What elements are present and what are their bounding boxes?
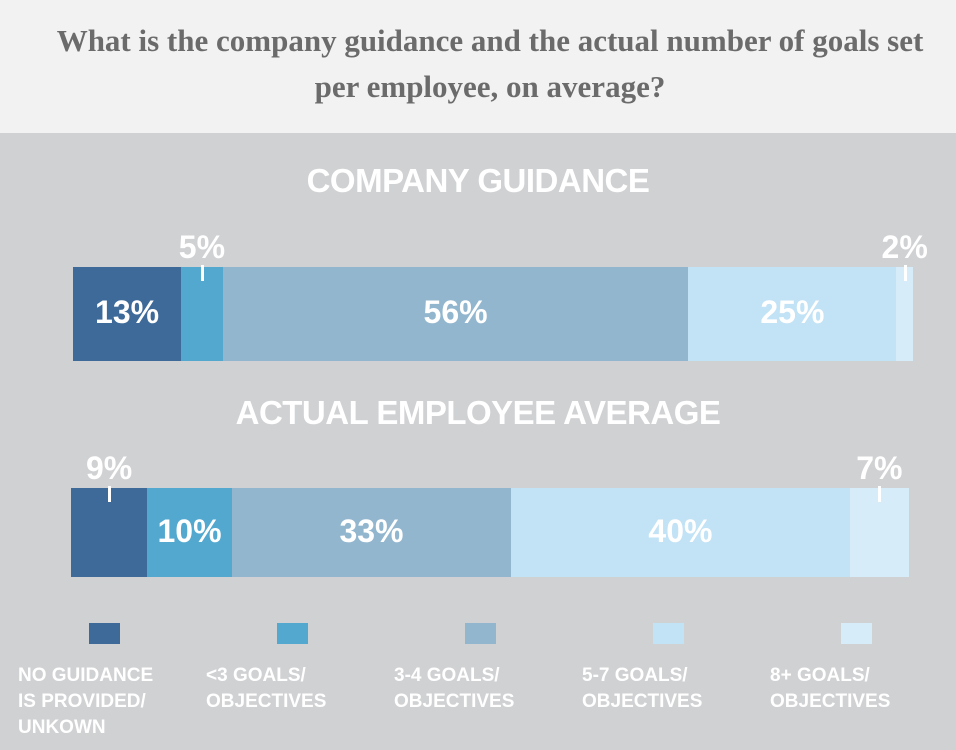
header-band <box>0 0 956 133</box>
data-label: 25% <box>760 294 825 330</box>
bar-segment <box>231 488 512 577</box>
label-tick <box>903 265 907 281</box>
legend-swatch <box>653 623 684 644</box>
legend-swatch <box>465 623 496 644</box>
bar-segment <box>73 267 182 361</box>
label-tick <box>878 486 882 502</box>
bar-segment <box>896 267 913 361</box>
data-label: 56% <box>423 294 488 330</box>
legend-label: 8+ GOALS/OBJECTIVES <box>770 665 891 712</box>
data-label: 7% <box>856 450 903 486</box>
bar-segment <box>511 488 850 577</box>
chart-title: What is the company guidance and the act… <box>56 23 924 104</box>
bar-segment <box>849 488 909 577</box>
legend-label: 5-7 GOALS/OBJECTIVES <box>582 665 703 712</box>
label-tick <box>108 486 112 502</box>
data-label: 5% <box>178 229 226 265</box>
data-label: 40% <box>648 512 713 549</box>
series-title-actual-average: ACTUAL EMPLOYEE AVERAGE <box>235 394 721 431</box>
data-label: 13% <box>95 294 160 330</box>
bar-segment <box>71 488 148 577</box>
legend-label: <3 GOALS/OBJECTIVES <box>206 665 327 712</box>
bar-segment <box>181 267 223 361</box>
data-label: 9% <box>85 450 133 486</box>
series-title-company-guidance: COMPANY GUIDANCE <box>306 162 650 199</box>
legend-swatch <box>841 623 872 644</box>
legend-label: 3-4 GOALS/OBJECTIVES <box>394 665 515 712</box>
legend-swatch <box>277 623 308 644</box>
data-label: 2% <box>881 229 928 265</box>
bar-segment <box>222 267 689 361</box>
bar-segment <box>147 488 232 577</box>
data-label: 33% <box>339 512 404 549</box>
legend-label: NO GUIDANCE IS PROVIDED/UNKOWN <box>18 665 154 738</box>
bar-segment <box>688 267 897 361</box>
legend-swatch <box>89 623 120 644</box>
label-tick <box>200 265 204 281</box>
data-label: 10% <box>157 512 222 549</box>
